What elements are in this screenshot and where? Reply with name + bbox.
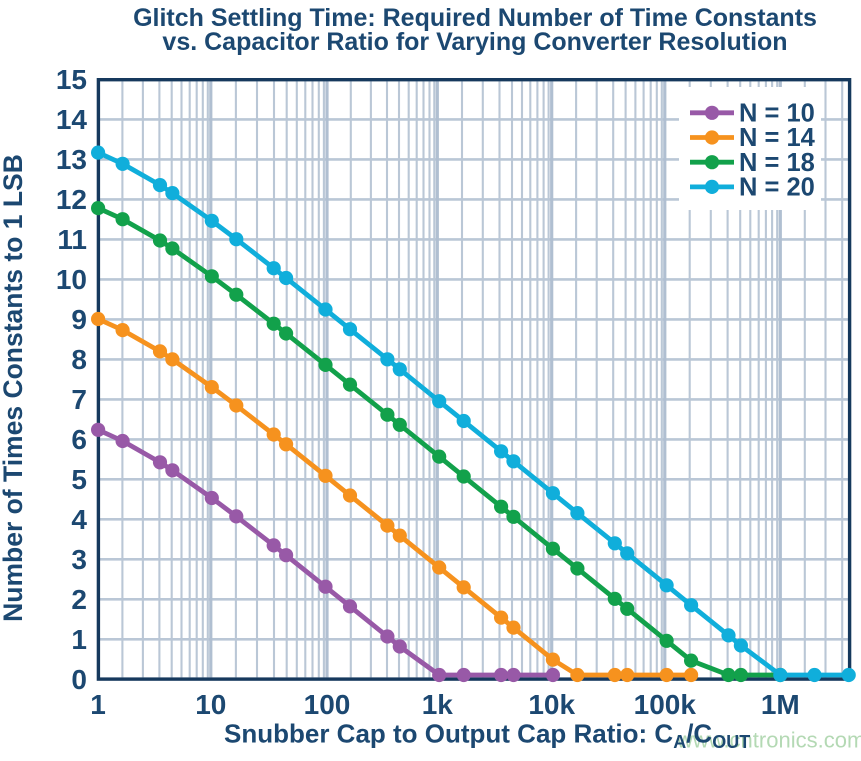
svg-text:11: 11 [57, 224, 87, 255]
svg-text:N = 18: N = 18 [739, 149, 815, 177]
svg-text:10: 10 [195, 689, 226, 720]
svg-text:6: 6 [71, 424, 87, 455]
svg-text:Snubber Cap to Output Cap Rati: Snubber Cap to Output Cap Ratio: CA/COUT [224, 719, 750, 753]
svg-text:10: 10 [56, 264, 87, 295]
svg-text:N = 20: N = 20 [739, 174, 815, 202]
svg-text:8: 8 [71, 344, 87, 375]
svg-text:N = 10: N = 10 [739, 99, 815, 127]
svg-text:1M: 1M [761, 689, 800, 720]
svg-text:1k: 1k [422, 689, 454, 720]
svg-text:7: 7 [71, 384, 87, 415]
svg-text:2: 2 [71, 584, 87, 615]
svg-text:3: 3 [71, 544, 87, 575]
svg-text:0: 0 [71, 664, 87, 695]
svg-text:5: 5 [71, 464, 87, 495]
svg-text:1: 1 [71, 624, 87, 655]
svg-text:14: 14 [56, 104, 88, 135]
svg-text:www.cntronics.com: www.cntronics.com [676, 728, 861, 753]
svg-text:N = 14: N = 14 [739, 124, 816, 152]
svg-text:100k: 100k [634, 689, 697, 720]
svg-text:12: 12 [56, 184, 87, 215]
svg-text:vs. Capacitor Ratio for Varyin: vs. Capacitor Ratio for Varying Converte… [162, 28, 787, 56]
svg-text:10k: 10k [528, 689, 575, 720]
svg-text:15: 15 [56, 64, 87, 95]
svg-text:13: 13 [56, 144, 87, 175]
svg-text:100: 100 [304, 689, 351, 720]
svg-text:Glitch Settling Time: Required: Glitch Settling Time: Required Number of… [133, 4, 817, 32]
svg-text:4: 4 [71, 504, 87, 535]
svg-text:Number of Times Constants to 1: Number of Times Constants to 1 LSB [0, 154, 28, 622]
svg-text:1: 1 [90, 689, 106, 720]
svg-text:9: 9 [71, 304, 87, 335]
